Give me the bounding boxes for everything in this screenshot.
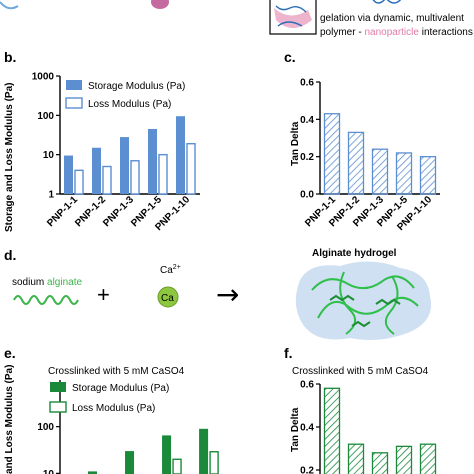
sodium-alginate-label: sodium alginate	[12, 277, 82, 288]
panel-e-y-tick-label: 10	[43, 469, 55, 474]
panel-e-legend-loss: Loss Modulus (Pa)	[72, 403, 155, 414]
panel-b: b. Storage and Loss Modulus (Pa) 1 10 100 1…	[4, 49, 200, 233]
calcium-ion-label: Ca	[161, 293, 174, 304]
polymer-loops-right	[372, 0, 402, 4]
gel-inset-box	[269, 0, 317, 35]
panel-b-legend-loss: Loss Modulus (Pa)	[88, 99, 171, 110]
alginate-chain-icon	[13, 295, 79, 305]
panel-c-tan-delta-bar	[323, 113, 341, 195]
panel-b-loss-bar	[102, 165, 112, 195]
panel-b-legend-storage: Storage Modulus (Pa)	[88, 81, 185, 92]
panel-b-loss-bar	[130, 160, 140, 195]
panel-b-legend-swatch-storage	[66, 80, 82, 90]
panel-b-y-tick-label: 10	[43, 150, 55, 161]
panel-b-storage-bar	[92, 147, 101, 194]
panel-e-letter: e.	[4, 345, 16, 361]
panel-b-y-tick-label: 1000	[32, 72, 55, 83]
panel-e-storage-bar	[199, 428, 209, 474]
panel-f-tan-delta-bar	[323, 387, 341, 474]
panel-b-y-tick-label: 1	[48, 190, 54, 201]
nanoparticle-ball	[151, 0, 169, 9]
panel-e-loss-bar	[209, 451, 219, 474]
panel-c-letter: c.	[284, 49, 296, 65]
panel-b-legend-swatch-loss	[65, 97, 83, 109]
panel-e-y-tick-label: 100	[37, 422, 54, 433]
reaction-arrow-icon: →	[216, 278, 239, 311]
gelation-caption-line2: polymer - nanoparticle interactions	[320, 27, 473, 38]
panel-c-tan-delta-bar	[419, 156, 437, 195]
panel-f-y-tick-label: 0.6	[300, 380, 314, 391]
panel-b-storage-bar	[176, 116, 185, 194]
panel-f: f. Crosslinked with 5 mM CaSO4 Tan Delta…	[284, 345, 437, 474]
panel-c-tan-delta-bar	[347, 131, 365, 195]
alginate-hydrogel-label: Alginate hydrogel	[312, 248, 397, 259]
panel-c-y-tick-label: 0.0	[300, 190, 314, 201]
panel-f-y-tick-label: 0.2	[300, 466, 314, 474]
panel-f-tan-delta-bar	[371, 452, 389, 474]
panel-b-letter: b.	[4, 49, 16, 65]
panel-b-loss-bar	[186, 143, 196, 195]
panel-e-legend-swatch-loss	[49, 401, 67, 413]
panel-d: d. sodium alginate + Ca2+ Ca → Alginate …	[4, 247, 432, 340]
panel-b-loss-bar	[74, 169, 84, 195]
panel-b-y-axis-title: Storage and Loss Modulus (Pa)	[4, 83, 15, 232]
panel-c-tan-delta-bar	[395, 152, 413, 195]
panel-b-y-tick-label: 100	[37, 111, 54, 122]
panel-f-y-axis-title: Tan Delta	[290, 407, 301, 452]
nanoparticle-cluster-left	[0, 1, 19, 10]
calcium-label: Ca2+	[160, 264, 181, 276]
panel-b-plot: 1101001000PNP-1-1PNP-1-2PNP-1-3PNP-1-5PN…	[32, 72, 200, 233]
panel-c-tan-delta-bar	[371, 148, 389, 195]
panel-f-tan-delta-bar	[347, 443, 365, 474]
panel-e-y-axis-title: and Loss Modulus (Pa)	[4, 365, 15, 474]
panel-c-plot: 0.00.20.40.6PNP-1-1PNP-1-2PNP-1-3PNP-1-5…	[300, 78, 440, 233]
panel-b-storage-bar	[148, 128, 157, 194]
calcium-ion-icon	[157, 286, 179, 308]
gelation-caption-line1: gelation via dynamic, multivalent	[320, 13, 464, 24]
panel-c: c. Tan Delta 0.00.20.40.6PNP-1-1PNP-1-2P…	[284, 49, 440, 233]
panel-f-y-tick-label: 0.4	[300, 423, 314, 434]
panel-e-storage-bar	[125, 451, 135, 474]
panel-c-y-tick-label: 0.2	[300, 152, 314, 163]
panel-e-plot: 10 100 Storage Modulus (Pa) Loss Modulus (P…	[37, 380, 219, 474]
panel-f-title: Crosslinked with 5 mM CaSO4	[292, 366, 429, 377]
alginate-hydrogel-icon	[295, 261, 432, 340]
plus-sign: +	[97, 282, 110, 307]
panel-b-loss-bar	[158, 153, 168, 195]
panel-b-storage-bar	[64, 155, 73, 194]
panel-d-letter: d.	[4, 247, 16, 263]
panel-e-legend-storage: Storage Modulus (Pa)	[72, 383, 169, 394]
panel-f-plot: 0.2 0.4 0.6	[300, 380, 437, 474]
panel-e-loss-bar	[172, 458, 182, 474]
panel-c-y-tick-label: 0.6	[300, 78, 314, 89]
panel-f-tan-delta-bar	[419, 443, 437, 474]
panel-f-tan-delta-bar	[395, 445, 413, 474]
panel-e-title: Crosslinked with 5 mM CaSO4	[48, 366, 185, 377]
panel-e-legend-swatch-storage	[50, 382, 66, 392]
top-illustration: gelation via dynamic, multivalent polyme…	[0, 0, 473, 38]
panel-f-letter: f.	[284, 345, 293, 361]
panel-c-y-tick-label: 0.4	[300, 115, 314, 126]
panel-c-y-axis-title: Tan Delta	[290, 121, 301, 166]
panel-e-storage-bar	[162, 435, 172, 474]
panel-e: e. and Loss Modulus (Pa) Crosslinked wit…	[4, 345, 219, 474]
panel-b-storage-bar	[120, 137, 129, 194]
panel-e-storage-bar	[88, 471, 97, 474]
